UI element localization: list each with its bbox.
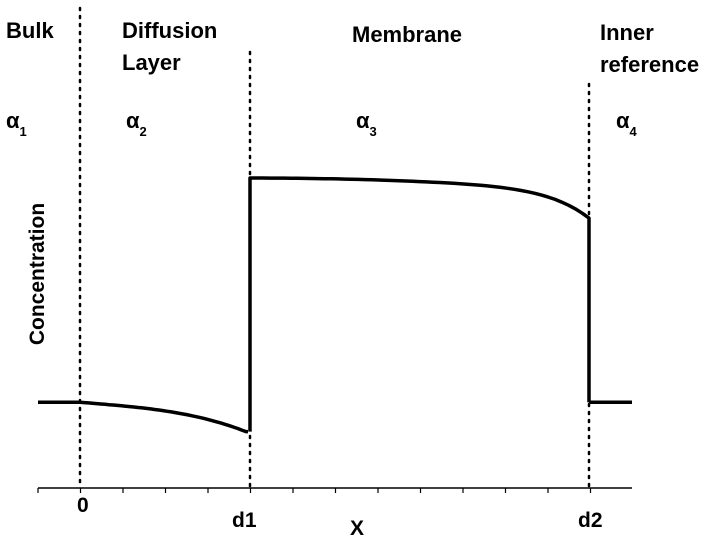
alpha-label-3: α3 xyxy=(356,108,377,139)
region-label-diffusion-line2: Layer xyxy=(122,50,181,75)
x-axis-minor-ticks xyxy=(37,488,592,493)
alpha-label-4: α4 xyxy=(616,108,638,139)
y-axis-label: Concentration xyxy=(26,203,49,345)
region-label-bulk: Bulk xyxy=(6,18,54,43)
x-axis-label: X xyxy=(350,517,364,538)
region-label-inner-line2: reference xyxy=(600,52,699,77)
region-label-membrane: Membrane xyxy=(352,22,462,47)
profile-diffusion-segment xyxy=(79,400,249,434)
tick-label-d1: d1 xyxy=(232,509,257,532)
tick-label-d2: d2 xyxy=(578,509,603,532)
region-label-diffusion-line1: Diffusion xyxy=(122,18,217,43)
profile-membrane-segment xyxy=(248,176,591,432)
tick-label-0: 0 xyxy=(77,494,89,517)
alpha-label-1: α1 xyxy=(6,108,27,139)
alpha-label-2: α2 xyxy=(126,108,147,139)
region-label-inner-line1: Inner xyxy=(600,20,654,45)
